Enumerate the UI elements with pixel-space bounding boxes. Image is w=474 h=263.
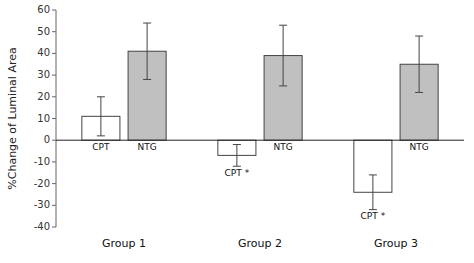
tick-mark xyxy=(52,183,56,184)
tick-mark xyxy=(52,140,56,141)
tick-mark xyxy=(52,75,56,76)
tick-mark xyxy=(52,10,56,11)
bar-label: CPT xyxy=(92,142,110,152)
error-bar xyxy=(97,97,105,136)
tick-mark xyxy=(52,31,56,32)
category-label: Group 3 xyxy=(374,237,418,250)
category-label: Group 2 xyxy=(238,237,282,250)
tick-label: 60 xyxy=(37,4,50,15)
tick-label: 50 xyxy=(37,26,50,37)
bar-label: NTG xyxy=(274,142,293,152)
bar-label: NTG xyxy=(410,142,429,152)
tick-label: 10 xyxy=(37,113,50,124)
error-bar xyxy=(143,23,151,79)
tick-label: -40 xyxy=(34,221,50,232)
chart: -40 -30 -20 -10 0 10 20 30 40 50 60 %Change of Lumi… xyxy=(0,0,474,263)
axis-line xyxy=(56,10,57,227)
error-bar xyxy=(279,25,287,86)
y-axis: -40 -30 -20 -10 0 10 20 30 40 50 60 xyxy=(34,4,56,232)
tick-label: 0 xyxy=(44,134,50,145)
tick-label: -30 xyxy=(34,199,50,210)
tick-label: -20 xyxy=(34,178,50,189)
error-bar xyxy=(415,36,423,92)
tick-mark xyxy=(52,118,56,119)
plot-area xyxy=(82,23,438,210)
tick-mark xyxy=(52,53,56,54)
bar-label: NTG xyxy=(138,142,157,152)
bar-label: CPT * xyxy=(225,168,250,178)
tick-label: -10 xyxy=(34,156,50,167)
tick-mark xyxy=(52,96,56,97)
tick-label: 40 xyxy=(37,47,50,58)
tick-label: 20 xyxy=(37,91,50,102)
error-bar xyxy=(233,145,241,167)
category-label: Group 1 xyxy=(102,237,146,250)
bar-label: CPT * xyxy=(361,211,386,221)
tick-label: 30 xyxy=(37,69,50,80)
tick-mark xyxy=(52,227,56,228)
zero-line xyxy=(56,140,464,141)
y-axis-label: %Change of Luminal Area xyxy=(6,47,19,189)
error-bar xyxy=(369,175,377,210)
tick-mark xyxy=(52,205,56,206)
tick-mark xyxy=(52,161,56,162)
labels: CPT CPT * CPT * NTG NTG NTG xyxy=(92,142,428,221)
